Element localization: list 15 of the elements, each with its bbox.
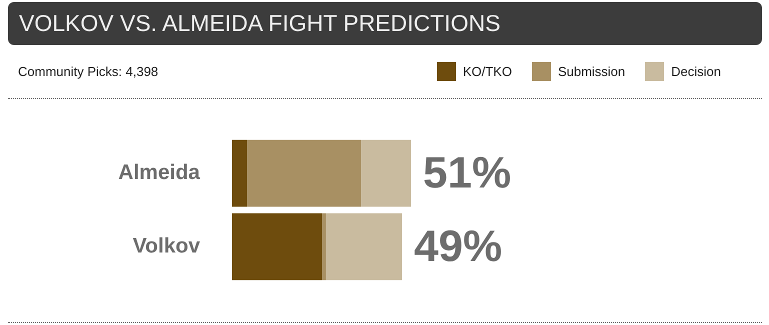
legend-label: Decision xyxy=(671,64,721,79)
bar xyxy=(232,213,322,280)
legend-label: KO/TKO xyxy=(462,64,512,79)
bar xyxy=(361,140,411,207)
text: Community Picks: 4,398 xyxy=(18,64,158,79)
chart-title: VOLKOV VS. ALMEIDA FIGHT PREDICTIONS xyxy=(8,2,762,45)
text: 51% xyxy=(423,148,512,198)
bar xyxy=(232,140,248,207)
bar xyxy=(247,140,362,207)
y-tick-label: Volkov xyxy=(132,234,200,258)
text: 49% xyxy=(414,222,502,271)
bar xyxy=(322,213,326,280)
legend-label: Submission xyxy=(558,64,626,79)
bar xyxy=(326,213,402,280)
y-tick-label: Almeida xyxy=(118,161,200,184)
